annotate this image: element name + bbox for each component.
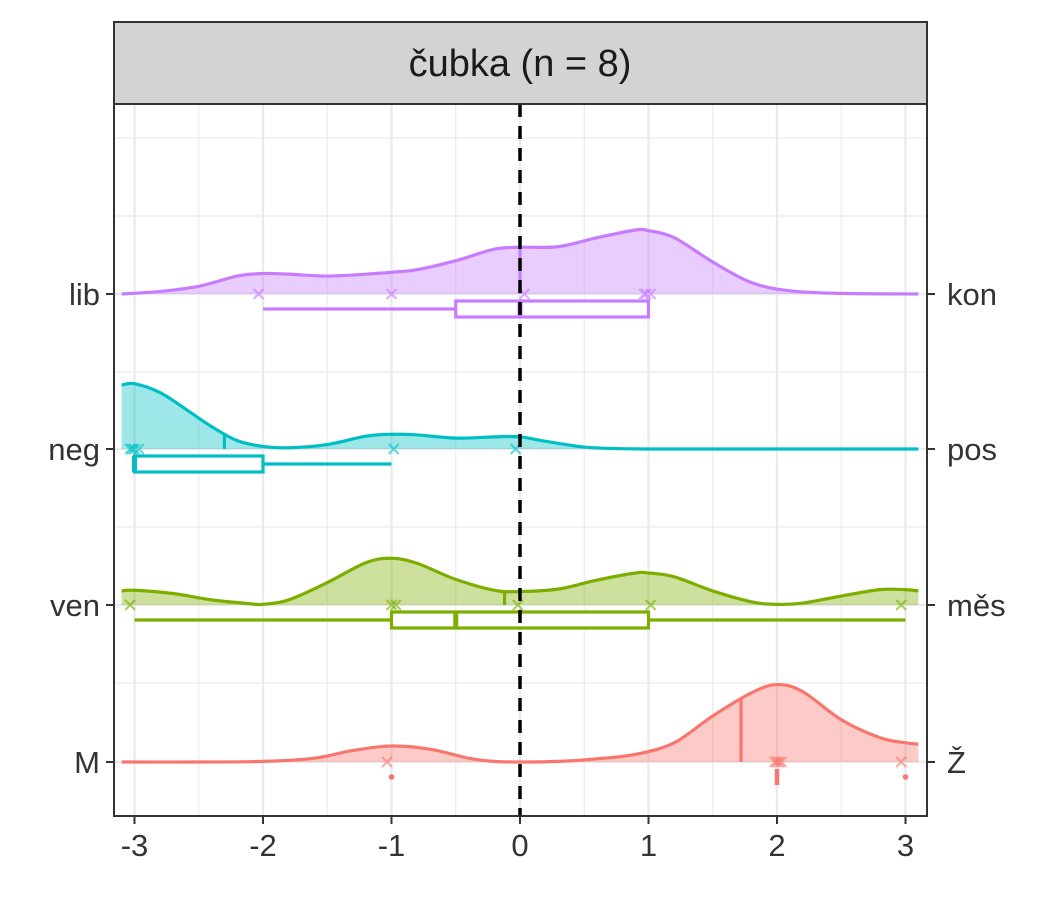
y-label-right: Ž (947, 745, 966, 780)
series-neg (121, 381, 919, 474)
point-marker (124, 599, 136, 611)
density-line (121, 682, 919, 764)
point-marker (124, 443, 136, 455)
x-tick-label: -1 (378, 828, 406, 863)
outlier-point (388, 774, 395, 780)
point-marker (640, 288, 653, 300)
strip-title: čubka (n = 8) (409, 43, 632, 85)
density-area (121, 684, 919, 763)
series-M (121, 682, 919, 785)
point-marker (644, 599, 657, 611)
y-label-right: kon (947, 277, 997, 312)
point-marker (773, 756, 785, 768)
density-line (121, 227, 919, 296)
point-marker (895, 599, 907, 611)
box-iqr (132, 454, 265, 474)
outlier-point (902, 774, 909, 780)
y-label-right: měs (947, 588, 1006, 623)
box-iqr (454, 299, 651, 319)
point-marker (381, 756, 393, 768)
y-label-left: M (74, 745, 100, 780)
point-marker (126, 443, 139, 455)
y-label-left: neg (48, 432, 100, 467)
y-label-right: pos (947, 432, 997, 467)
x-tick-label: -2 (249, 828, 277, 863)
point-marker (638, 288, 650, 300)
x-tick-label: -3 (121, 828, 149, 863)
density-area (121, 383, 919, 450)
point-marker (128, 443, 141, 455)
point-marker (390, 599, 402, 611)
x-tick-label: 1 (640, 828, 657, 863)
point-marker (252, 288, 265, 300)
point-marker (769, 756, 781, 768)
axes: -3 -2 -1 0 1 2 3 lib kon neg pos ven měs M Ž (48, 277, 1005, 863)
point-marker (385, 288, 398, 300)
x-tick-label: 0 (511, 828, 528, 863)
point-marker (895, 756, 907, 768)
x-tick-label: 3 (897, 828, 914, 863)
point-marker (512, 599, 524, 611)
point-marker (387, 443, 400, 455)
point-marker (771, 756, 783, 768)
y-label-left: ven (50, 588, 100, 623)
y-label-left: lib (69, 277, 100, 312)
density-line (121, 381, 919, 451)
point-marker (385, 599, 398, 611)
x-tick-label: 2 (768, 828, 785, 863)
strip-background (113, 21, 928, 105)
